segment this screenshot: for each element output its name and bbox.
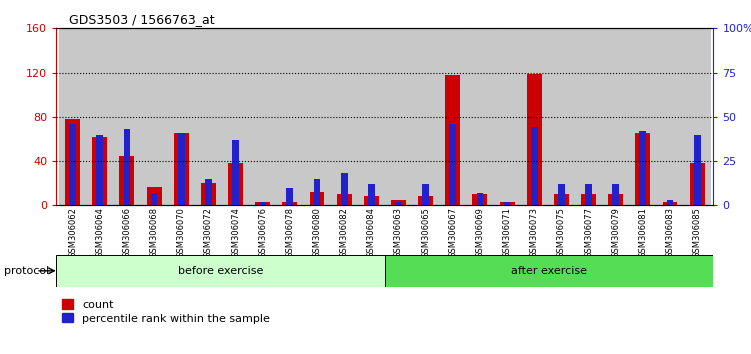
Bar	[612, 184, 619, 205]
Bar	[314, 179, 321, 205]
Bar	[667, 200, 674, 205]
Bar	[228, 163, 243, 205]
Bar	[493, 28, 520, 205]
Bar	[330, 28, 357, 205]
Bar	[575, 28, 602, 205]
Bar	[259, 202, 266, 205]
Bar	[526, 74, 541, 205]
Bar	[232, 140, 239, 205]
Bar	[276, 28, 303, 205]
Bar	[303, 28, 330, 205]
Bar	[558, 184, 565, 205]
Bar	[385, 28, 412, 205]
Bar	[585, 184, 592, 205]
Bar	[92, 137, 107, 205]
Bar	[385, 255, 713, 287]
Bar	[639, 131, 647, 205]
Bar	[86, 28, 113, 205]
Bar	[395, 202, 402, 205]
Bar	[608, 194, 623, 205]
Text: GDS3503 / 1566763_at: GDS3503 / 1566763_at	[70, 13, 215, 26]
Bar	[195, 28, 222, 205]
Bar	[357, 28, 385, 205]
Bar	[201, 183, 216, 205]
Bar	[56, 255, 385, 287]
Bar	[59, 28, 86, 205]
Bar	[368, 184, 375, 205]
Bar	[422, 184, 429, 205]
Bar	[146, 187, 161, 205]
Bar	[140, 28, 167, 205]
Bar	[472, 194, 487, 205]
Bar	[282, 202, 297, 205]
Bar	[531, 127, 538, 205]
Bar	[255, 202, 270, 205]
Bar	[391, 200, 406, 205]
Bar	[656, 28, 683, 205]
Bar	[581, 194, 596, 205]
Bar	[205, 179, 212, 205]
Text: before exercise: before exercise	[178, 266, 264, 276]
Bar	[520, 28, 547, 205]
Bar	[167, 28, 195, 205]
Bar	[151, 193, 158, 205]
Bar	[113, 28, 140, 205]
Bar	[662, 202, 677, 205]
Bar	[689, 163, 704, 205]
Bar	[694, 135, 701, 205]
Bar	[418, 196, 433, 205]
Bar	[412, 28, 439, 205]
Bar	[466, 28, 493, 205]
Legend: count, percentile rank within the sample: count, percentile rank within the sample	[62, 299, 270, 324]
Bar	[547, 28, 575, 205]
Bar	[309, 192, 324, 205]
Text: protocol: protocol	[4, 266, 49, 276]
Bar	[96, 135, 103, 205]
Bar	[173, 133, 189, 205]
Bar	[222, 28, 249, 205]
Bar	[683, 28, 710, 205]
Bar	[602, 28, 629, 205]
Bar	[439, 28, 466, 205]
Bar	[341, 173, 348, 205]
Bar	[123, 129, 131, 205]
Bar	[119, 155, 134, 205]
Bar	[69, 124, 76, 205]
Text: after exercise: after exercise	[511, 266, 587, 276]
Bar	[286, 188, 293, 205]
Bar	[363, 196, 379, 205]
Bar	[445, 75, 460, 205]
Bar	[477, 193, 484, 205]
Bar	[554, 194, 569, 205]
Bar	[178, 133, 185, 205]
Bar	[65, 119, 80, 205]
Bar	[499, 202, 514, 205]
Bar	[449, 124, 456, 205]
Bar	[504, 202, 511, 205]
Bar	[249, 28, 276, 205]
Bar	[629, 28, 656, 205]
Bar	[635, 133, 650, 205]
Bar	[336, 194, 351, 205]
